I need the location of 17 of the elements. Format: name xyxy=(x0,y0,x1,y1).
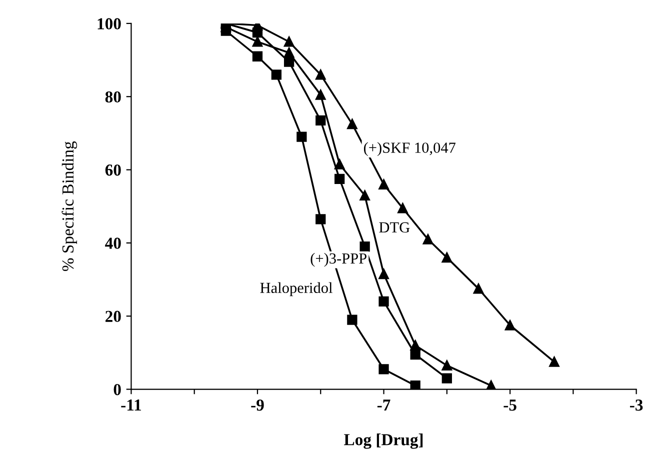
series-label: (+)SKF 10,047 xyxy=(364,142,456,156)
x-tick-label: -7 xyxy=(377,400,390,411)
series-label: DTG xyxy=(379,222,410,233)
y-tick-label: 60 xyxy=(105,164,121,176)
y-tick-label: 0 xyxy=(114,384,121,396)
y-tick-label: 100 xyxy=(98,18,121,30)
x-tick-label: -11 xyxy=(121,400,141,411)
y-tick-label: 20 xyxy=(106,310,121,322)
x-tick-label: -3 xyxy=(630,400,643,411)
y-axis-title: % Specific Binding xyxy=(62,141,78,272)
x-axis-title: Log [Drug] xyxy=(344,434,423,449)
series-label: (+)3-PPP xyxy=(310,252,366,267)
x-tick-label: -9 xyxy=(251,400,264,411)
y-tick-label: 40 xyxy=(105,238,121,249)
x-tick-label: -5 xyxy=(504,400,516,411)
y-tick-label: 80 xyxy=(105,91,121,103)
series-label: Haloperidol xyxy=(260,282,332,296)
